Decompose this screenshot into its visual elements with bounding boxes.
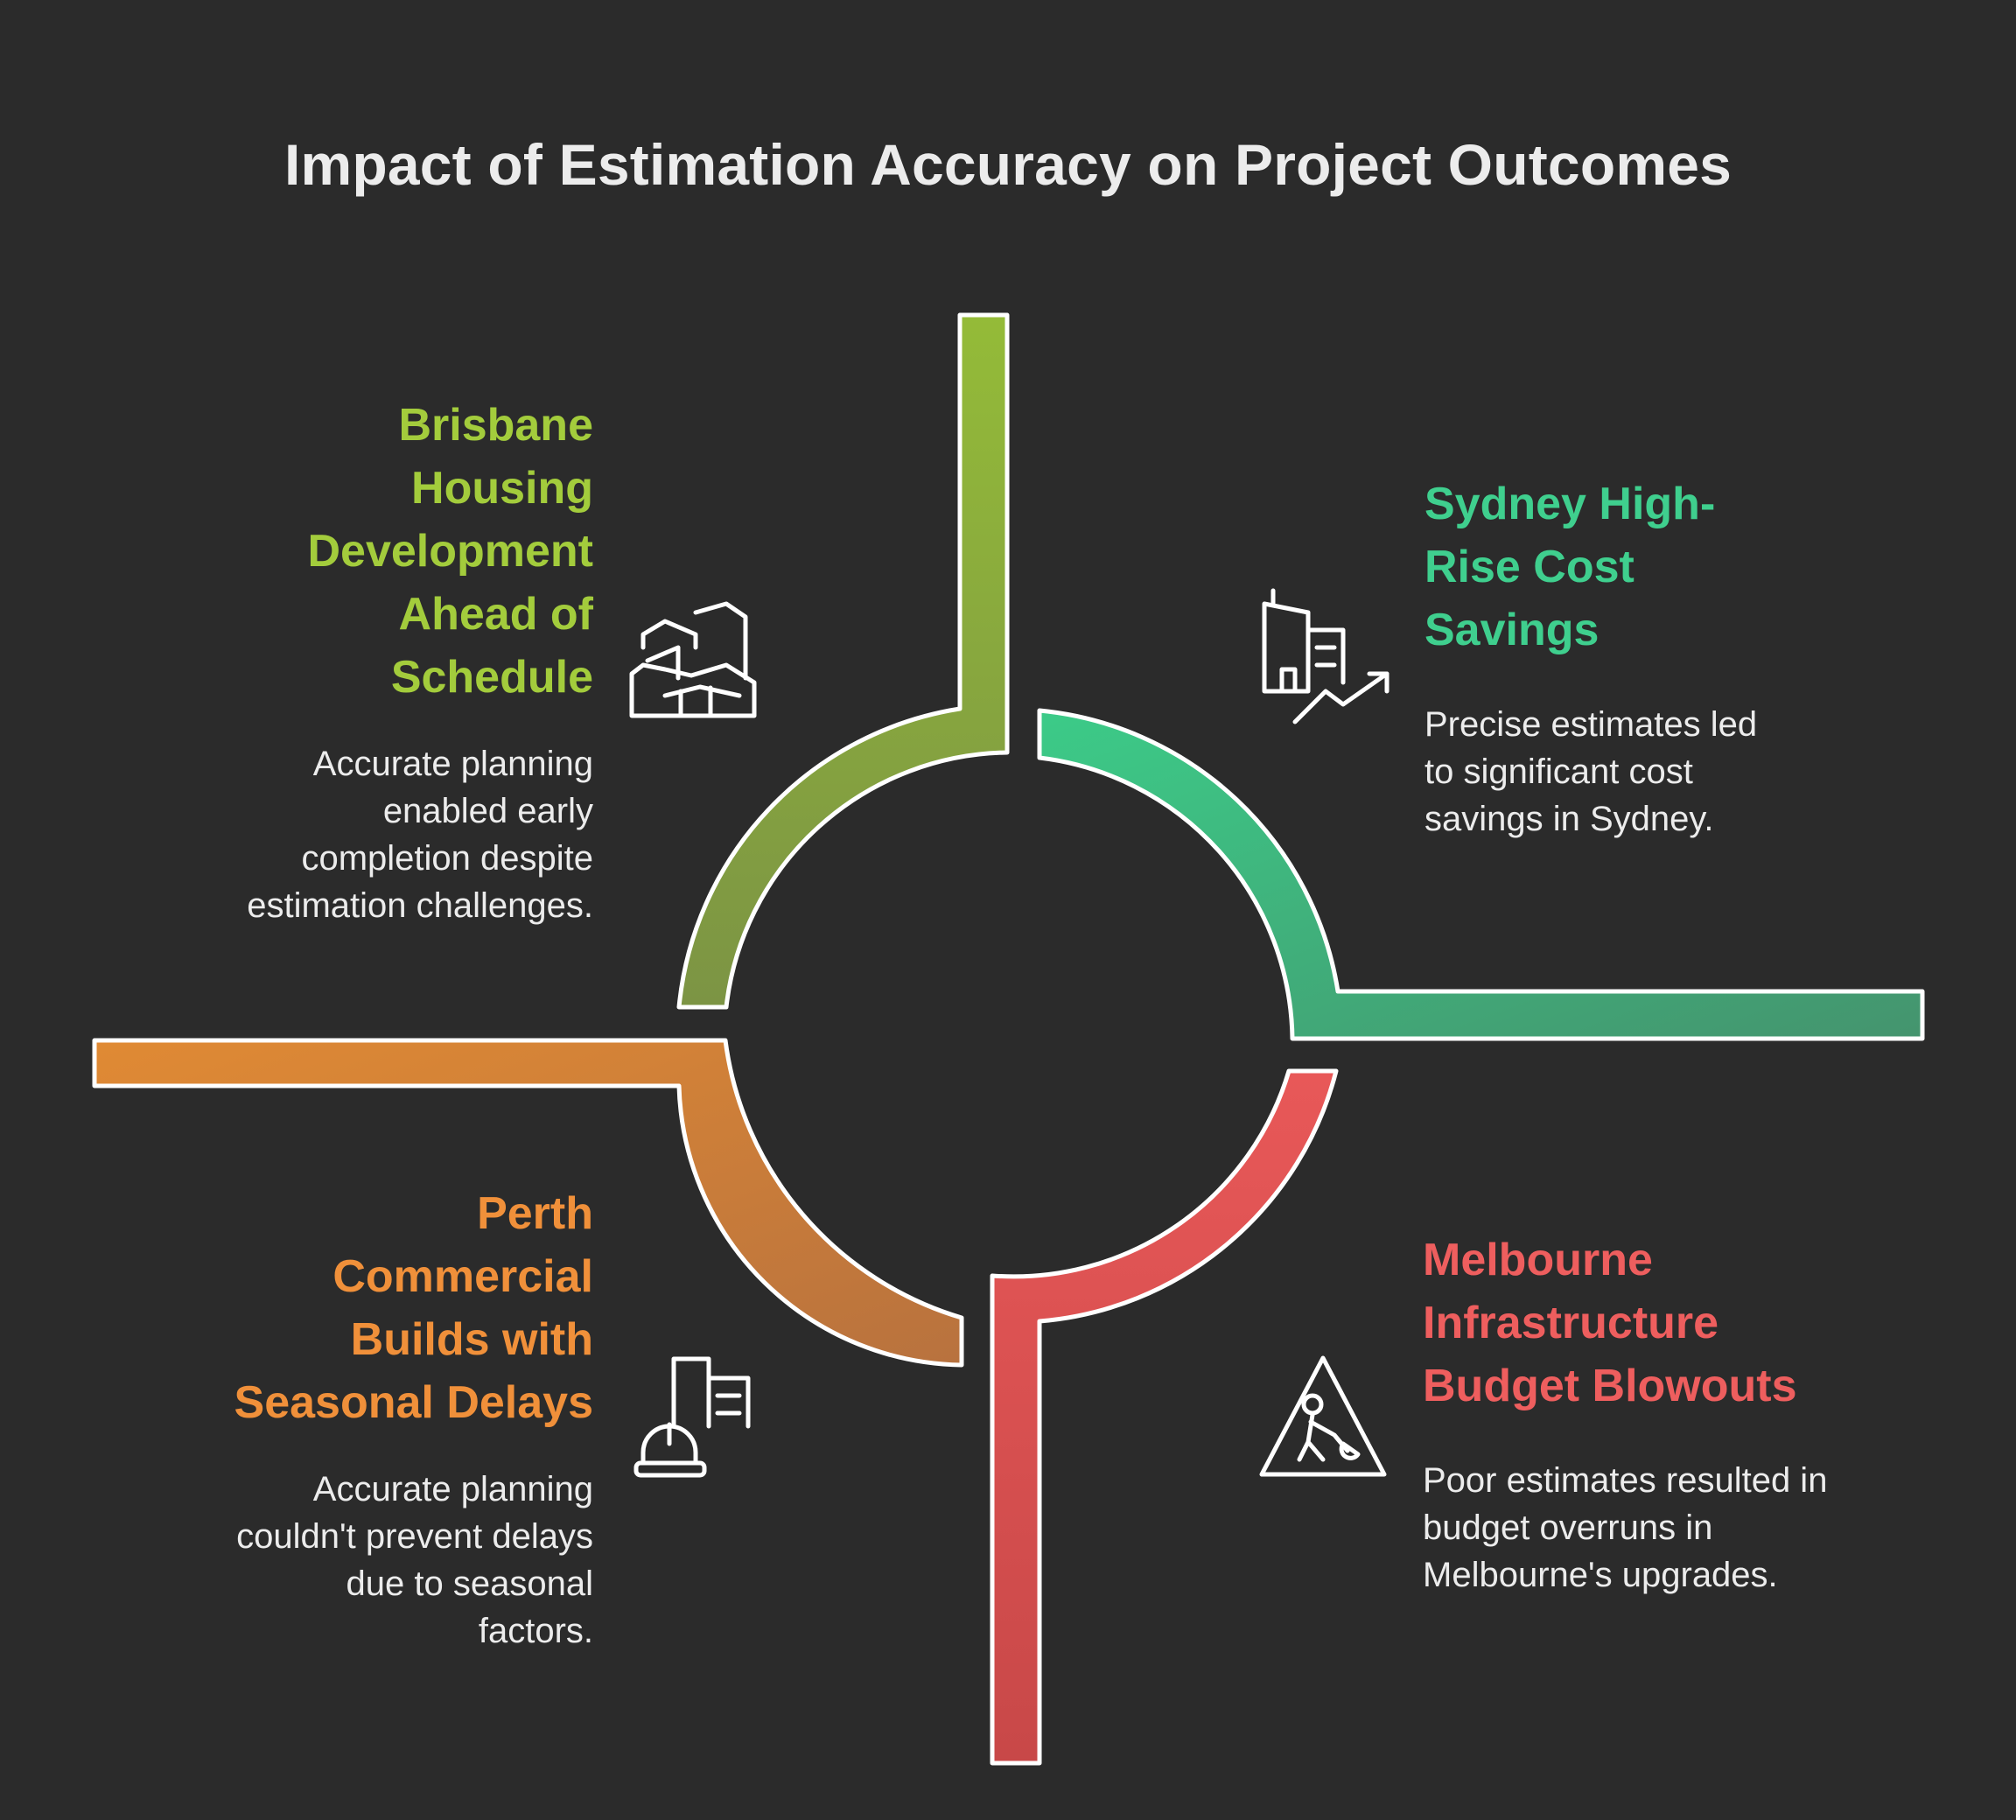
melbourne-arc-segment — [990, 1068, 1339, 1766]
sydney-description: Precise estimates led to significant cos… — [1424, 701, 1914, 843]
melbourne-heading-line: Melbourne — [1423, 1235, 1653, 1285]
perth-description-line: couldn't prevent delays — [236, 1517, 593, 1556]
sydney-description-line: to significant cost — [1424, 752, 1693, 791]
sydney-heading-line: Rise Cost — [1424, 542, 1634, 592]
brisbane-heading-line: Schedule — [390, 652, 593, 703]
perth-heading-line: Seasonal Delays — [234, 1377, 593, 1428]
brisbane-description-line: Accurate planning — [312, 745, 593, 783]
sydney-arc-segment — [1037, 708, 1925, 1041]
buildings-icon — [629, 601, 757, 718]
melbourne-description-line: budget overruns in — [1423, 1508, 1713, 1547]
perth-arc-segment — [92, 1038, 964, 1368]
sydney-heading-line: Savings — [1424, 605, 1600, 655]
construction-warning-icon — [1259, 1355, 1387, 1477]
brisbane-description: Accurate planning enabled early completi… — [131, 740, 593, 929]
building-growth-chart-icon — [1262, 588, 1390, 724]
melbourne-description-line: Poor estimates resulted in — [1423, 1461, 1828, 1500]
perth-description: Accurate planning couldn't prevent delay… — [131, 1466, 593, 1655]
melbourne-heading-line: Budget Blowouts — [1423, 1361, 1797, 1411]
brisbane-heading: Brisbane Housing Development Ahead of Sc… — [175, 394, 593, 709]
sydney-heading-line: Sydney High- — [1424, 479, 1716, 529]
perth-description-line: factors. — [478, 1612, 593, 1650]
sydney-heading: Sydney High- Rise Cost Savings — [1424, 472, 1914, 662]
page-title: Impact of Estimation Accuracy on Project… — [284, 132, 1732, 197]
perth-description-line: Accurate planning — [312, 1470, 593, 1508]
perth-heading: Perth Commercial Builds with Seasonal De… — [131, 1182, 593, 1434]
melbourne-description: Poor estimates resulted in budget overru… — [1423, 1457, 1948, 1599]
brisbane-description-line: completion despite — [301, 839, 593, 878]
brisbane-description-line: estimation challenges. — [247, 886, 593, 925]
brisbane-heading-line: Development — [307, 526, 593, 577]
sydney-description-line: savings in Sydney. — [1424, 800, 1714, 838]
melbourne-heading: Melbourne Infrastructure Budget Blowouts — [1423, 1228, 1948, 1418]
perth-description-line: due to seasonal — [346, 1564, 593, 1603]
brisbane-arc-segment — [676, 312, 1010, 1010]
brisbane-heading-line: Housing — [411, 463, 593, 514]
melbourne-description-line: Melbourne's upgrades. — [1423, 1556, 1778, 1594]
sydney-description-line: Precise estimates led — [1424, 705, 1758, 744]
melbourne-heading-line: Infrastructure — [1423, 1298, 1719, 1348]
perth-heading-line: Commercial — [332, 1251, 593, 1302]
perth-heading-line: Perth — [477, 1188, 593, 1239]
perth-heading-line: Builds with — [350, 1314, 593, 1365]
brisbane-heading-line: Ahead of — [398, 589, 593, 640]
hardhat-building-icon — [634, 1356, 751, 1478]
brisbane-description-line: enabled early — [382, 792, 593, 830]
brisbane-heading-line: Brisbane — [398, 400, 593, 451]
